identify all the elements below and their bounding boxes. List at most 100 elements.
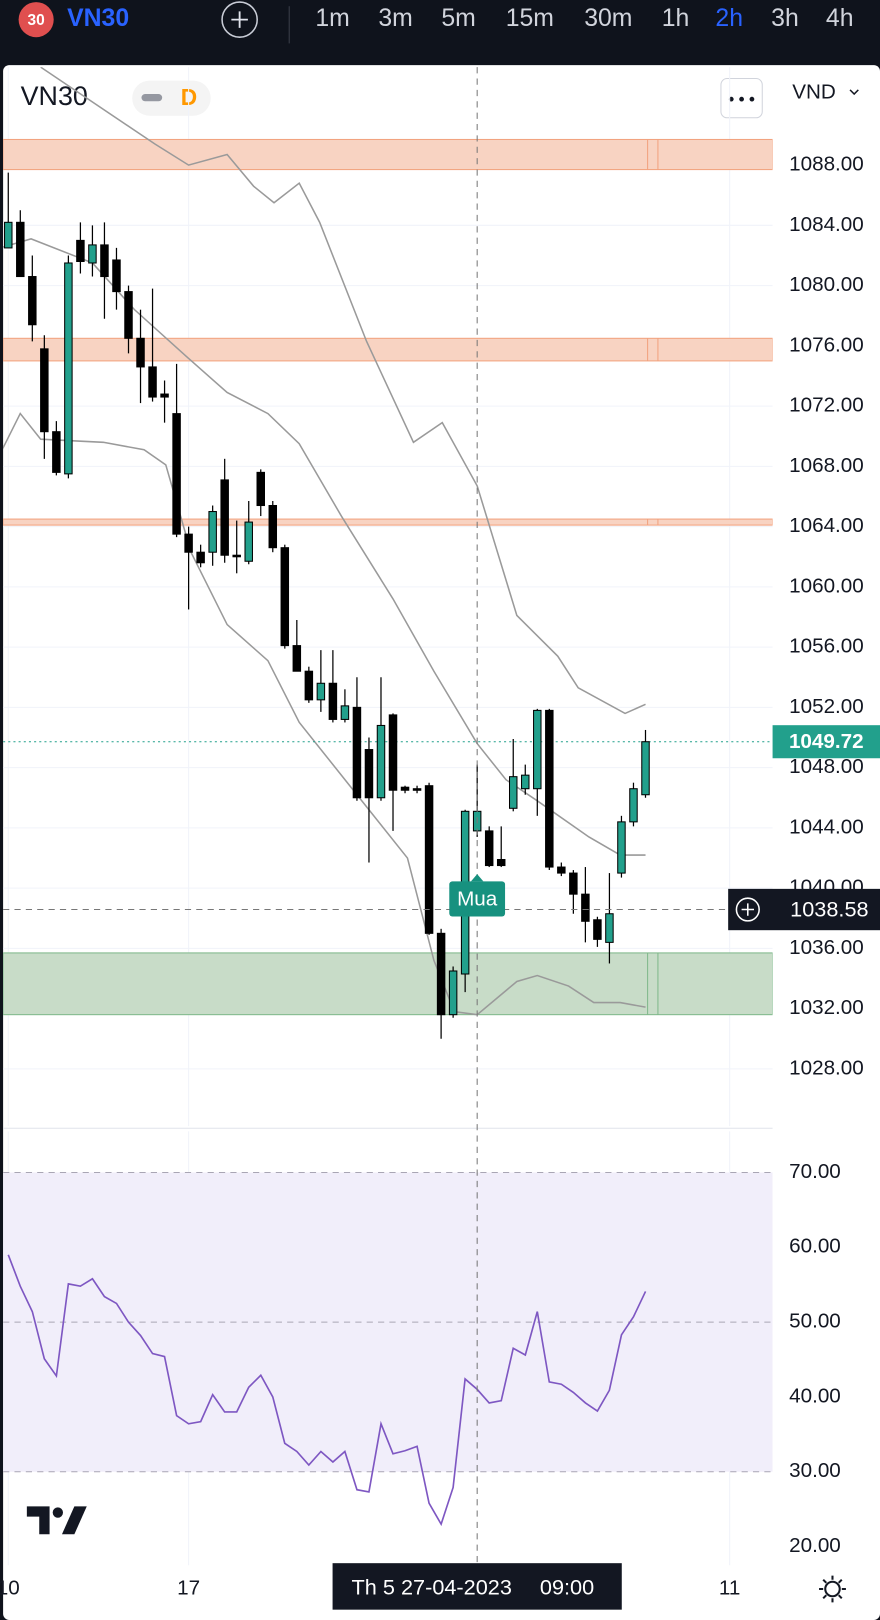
y-tick-label: 1076.00 — [789, 333, 864, 356]
symbol: VN30 — [67, 5, 129, 32]
currency-caret — [849, 89, 859, 96]
zone — [3, 138, 773, 171]
candle-body — [581, 893, 590, 922]
y-tick-label: 1028.00 — [789, 1056, 864, 1079]
tradingview-logo — [26, 1506, 87, 1535]
candle-body — [533, 709, 542, 790]
signal-marker — [449, 881, 506, 917]
settings-icon[interactable] — [819, 1575, 846, 1603]
rsi-tick-label: 50.00 — [789, 1310, 841, 1333]
candle-body — [641, 741, 650, 796]
currency: VND — [792, 80, 836, 103]
candle-body — [76, 239, 85, 262]
candle-body — [136, 337, 145, 368]
signal-label: Mua — [457, 887, 498, 910]
candle-body — [629, 788, 638, 823]
rsi-pane — [3, 1171, 773, 1527]
candle-body — [340, 705, 350, 720]
candle-body — [545, 709, 554, 868]
more-icon — [728, 96, 755, 102]
candle-body — [376, 724, 386, 799]
candle-body — [436, 932, 446, 1016]
candle-body — [593, 919, 602, 940]
candle-body — [256, 471, 265, 507]
timeframe[interactable]: 1h — [662, 5, 690, 32]
candle-body — [484, 830, 494, 867]
crosshair-price-label: 1038.58 — [790, 896, 868, 921]
candle-body — [508, 776, 518, 809]
timeframe[interactable]: 3h — [771, 5, 799, 32]
y-tick-label: 1088.00 — [789, 153, 864, 176]
candle-body — [617, 821, 626, 874]
rsi-tick-label: 30.00 — [789, 1459, 841, 1482]
candle-body — [232, 554, 241, 558]
crosshair-time: 09:00 — [540, 1575, 594, 1600]
candle-body — [268, 504, 278, 549]
candle-body — [88, 244, 97, 264]
badge — [18, 2, 54, 38]
signal-pointer — [470, 874, 484, 882]
timeframe[interactable]: 5m — [441, 5, 475, 32]
timeframe[interactable]: 3m — [378, 5, 412, 32]
crosshair-add[interactable] — [735, 897, 760, 922]
candle-body — [412, 788, 422, 791]
candle-body — [328, 682, 338, 720]
timeframe[interactable]: 15m — [506, 5, 554, 32]
timeframe[interactable]: 1m — [315, 5, 349, 32]
y-tick-label: 1068.00 — [789, 454, 864, 477]
timeframe[interactable]: 30m — [584, 5, 632, 32]
candle-body — [496, 859, 506, 867]
candle-body — [316, 682, 326, 701]
candle-body — [148, 366, 157, 398]
candle-body — [521, 774, 530, 790]
candle-body — [388, 714, 398, 791]
candle-body — [280, 547, 290, 647]
candle-body — [172, 413, 181, 535]
candle-body — [28, 276, 37, 326]
timeframe[interactable]: 4h — [826, 5, 854, 32]
candle-body — [208, 511, 217, 553]
y-tick-label: 1044.00 — [789, 815, 864, 838]
y-tick-label: 1072.00 — [789, 394, 864, 417]
candle-body — [184, 533, 193, 553]
candle-body — [605, 913, 614, 943]
candle-body — [292, 645, 302, 672]
rsi-tick-label: 60.00 — [789, 1235, 841, 1258]
crosshair-date: Th 5 27-04-2023 — [352, 1575, 512, 1600]
y-tick-label: 1032.00 — [789, 996, 864, 1019]
candle-body — [4, 221, 13, 249]
y-tick-label: 1052.00 — [789, 695, 864, 718]
timeframe[interactable]: 2h — [715, 5, 743, 32]
zone — [3, 518, 773, 526]
header-symbol: VN30 — [21, 81, 88, 111]
candle-body — [160, 393, 169, 398]
candle-body — [352, 706, 362, 799]
status-pill — [132, 80, 211, 116]
candle-body — [220, 479, 229, 556]
candle-body — [364, 749, 374, 799]
candle-body — [40, 348, 49, 433]
candle-body — [52, 431, 61, 473]
add-icon — [231, 11, 248, 28]
candle-body — [196, 551, 205, 564]
y-tick-label: 1048.00 — [789, 755, 864, 778]
crosshair-add-icon — [741, 903, 754, 916]
y-tick-label: 1036.00 — [789, 936, 864, 959]
candle-body — [112, 259, 121, 293]
price-pane — [3, 67, 773, 1039]
candle-body — [304, 670, 314, 701]
x-tick-label: 10 — [0, 1576, 20, 1599]
x-tick-label: 11 — [719, 1576, 740, 1599]
crosshair-date-box — [332, 1563, 622, 1610]
candle-body — [557, 866, 566, 874]
candle-body — [16, 221, 25, 278]
rsi-tick-label: 70.00 — [789, 1160, 841, 1183]
rsi-tick-label: 40.00 — [789, 1384, 841, 1407]
last-price-box — [772, 725, 880, 759]
indicator-line — [40, 67, 646, 715]
y-tick-label: 1080.00 — [789, 273, 864, 296]
rsi-line — [7, 1254, 647, 1527]
add-button[interactable] — [221, 1, 258, 38]
